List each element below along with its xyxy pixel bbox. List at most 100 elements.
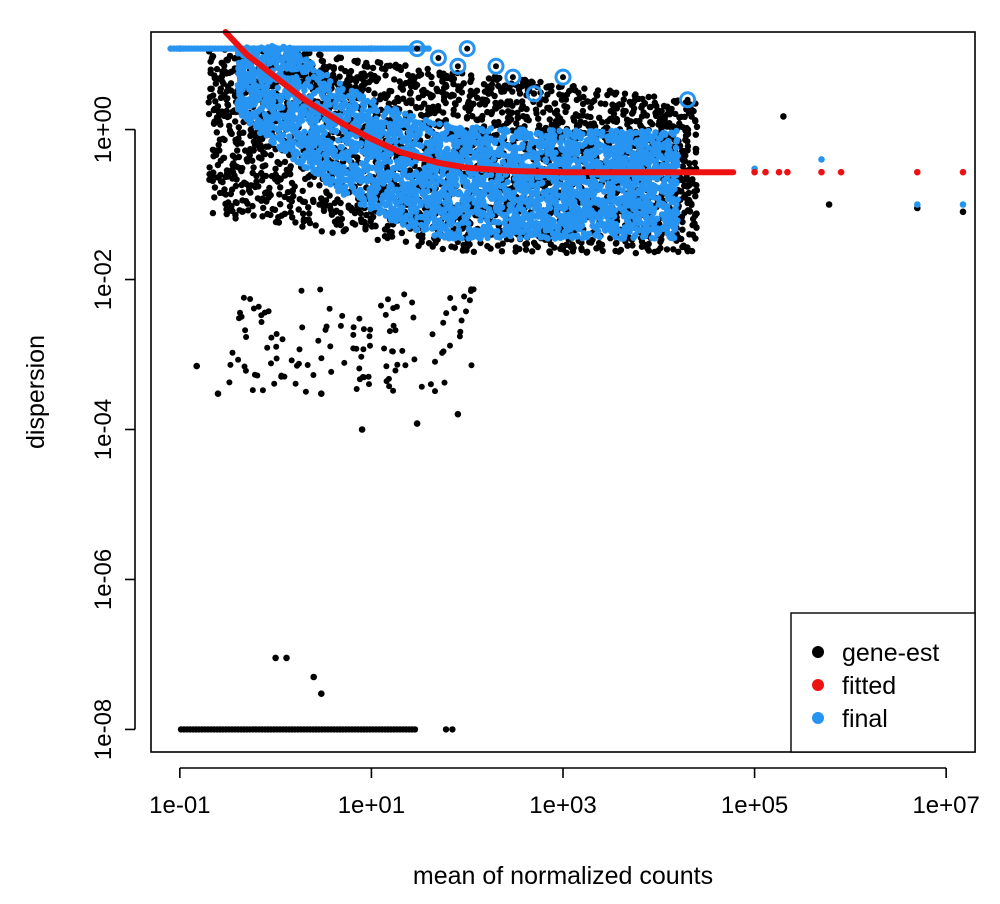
gene-est-point [205, 110, 213, 118]
gene-est-point [692, 118, 699, 125]
gene-est-point [267, 151, 275, 159]
gene-est-point [240, 294, 247, 301]
gene-est-point [562, 108, 569, 116]
gene-est-point [402, 62, 409, 69]
gene-est-point [443, 83, 450, 90]
gene-est-point [350, 324, 357, 331]
gene-est-point [386, 62, 394, 69]
gene-est-point [670, 246, 677, 253]
gene-est-point [218, 108, 226, 115]
gene-est-point [304, 362, 311, 368]
final-point [305, 111, 313, 118]
gene-est-point [587, 113, 594, 121]
gene-est-point [235, 124, 242, 131]
final-point [563, 130, 570, 138]
gene-est-point [276, 160, 283, 167]
gene-est-point [679, 218, 686, 226]
gene-est-point [684, 126, 692, 133]
final-point [370, 97, 377, 105]
gene-est-point [243, 156, 251, 163]
gene-est-point [264, 344, 271, 351]
gene-est-point [406, 167, 414, 174]
gene-est-point [656, 118, 663, 125]
gene-est-point [650, 93, 658, 100]
gene-est-point [236, 207, 243, 214]
gene-est-point [681, 113, 688, 121]
gene-est-point [213, 65, 221, 73]
gene-est-point [235, 153, 243, 161]
final-point [593, 136, 600, 143]
gene-est-point [428, 80, 435, 88]
gene-est-point [692, 149, 700, 156]
gene-est-point [596, 114, 603, 122]
gene-est-point [369, 213, 377, 221]
gene-est-point [211, 75, 218, 82]
gene-est-point [259, 213, 266, 220]
gene-est-point [233, 176, 240, 183]
gene-est-point [613, 117, 621, 125]
gene-est-point [360, 346, 367, 353]
gene-est-point [288, 357, 295, 364]
gene-est-point [559, 246, 567, 253]
final-point [425, 127, 432, 135]
gene-est-point [323, 188, 330, 195]
gene-est-point [561, 102, 568, 110]
gene-est-point [300, 218, 307, 225]
gene-est-point [310, 673, 318, 681]
gene-est-point [679, 226, 686, 233]
gene-est-point [498, 248, 506, 255]
gene-est-point [485, 75, 493, 82]
gene-est-point [509, 88, 516, 95]
gene-est-point [640, 109, 647, 116]
gene-est-point [417, 111, 425, 119]
gene-est-point [226, 122, 233, 130]
gene-est-point [506, 98, 514, 105]
gene-est-point [210, 92, 217, 99]
gene-est-point [588, 99, 596, 106]
gene-est-point [398, 229, 405, 237]
final-point [643, 150, 650, 157]
gene-est-point [306, 181, 314, 188]
final-point [332, 99, 339, 106]
gene-est-point [367, 326, 374, 333]
gene-est-point [660, 120, 668, 128]
gene-est-point [286, 203, 294, 210]
gene-est-point [579, 100, 587, 108]
gene-est-point [258, 155, 265, 162]
gene-est-point [581, 85, 588, 92]
gene-est-point [228, 202, 235, 210]
gene-est-point [376, 96, 384, 103]
gene-est-point [450, 80, 457, 88]
gene-est-point [454, 410, 462, 418]
gene-est-point [691, 159, 698, 167]
gene-est-point [213, 129, 220, 136]
gene-est-point [546, 249, 554, 256]
gene-est-point [371, 72, 378, 80]
gene-est-point [690, 107, 697, 115]
gene-est-point [628, 101, 635, 109]
gene-est-point [459, 247, 467, 254]
gene-est-point [645, 247, 652, 254]
gene-est-point [383, 363, 390, 370]
final-point [240, 104, 248, 112]
gene-est-point [356, 365, 363, 372]
gene-est-point [391, 99, 398, 106]
gene-est-point [306, 210, 313, 217]
gene-est-point [676, 120, 683, 127]
gene-est-point [262, 189, 269, 197]
gene-est-point [433, 85, 440, 93]
gene-est-point [479, 112, 486, 120]
final-point [361, 201, 368, 209]
gene-est-point [338, 215, 346, 223]
gene-est-point [439, 78, 446, 85]
gene-est-point [385, 296, 391, 303]
gene-est-point [617, 246, 625, 254]
gene-est-point [235, 356, 242, 363]
gene-est-point [390, 322, 397, 329]
gene-est-point [493, 131, 500, 139]
gene-est-point [654, 107, 661, 114]
gene-est-point [602, 100, 609, 108]
final-point [509, 134, 517, 141]
final-point [499, 211, 507, 219]
